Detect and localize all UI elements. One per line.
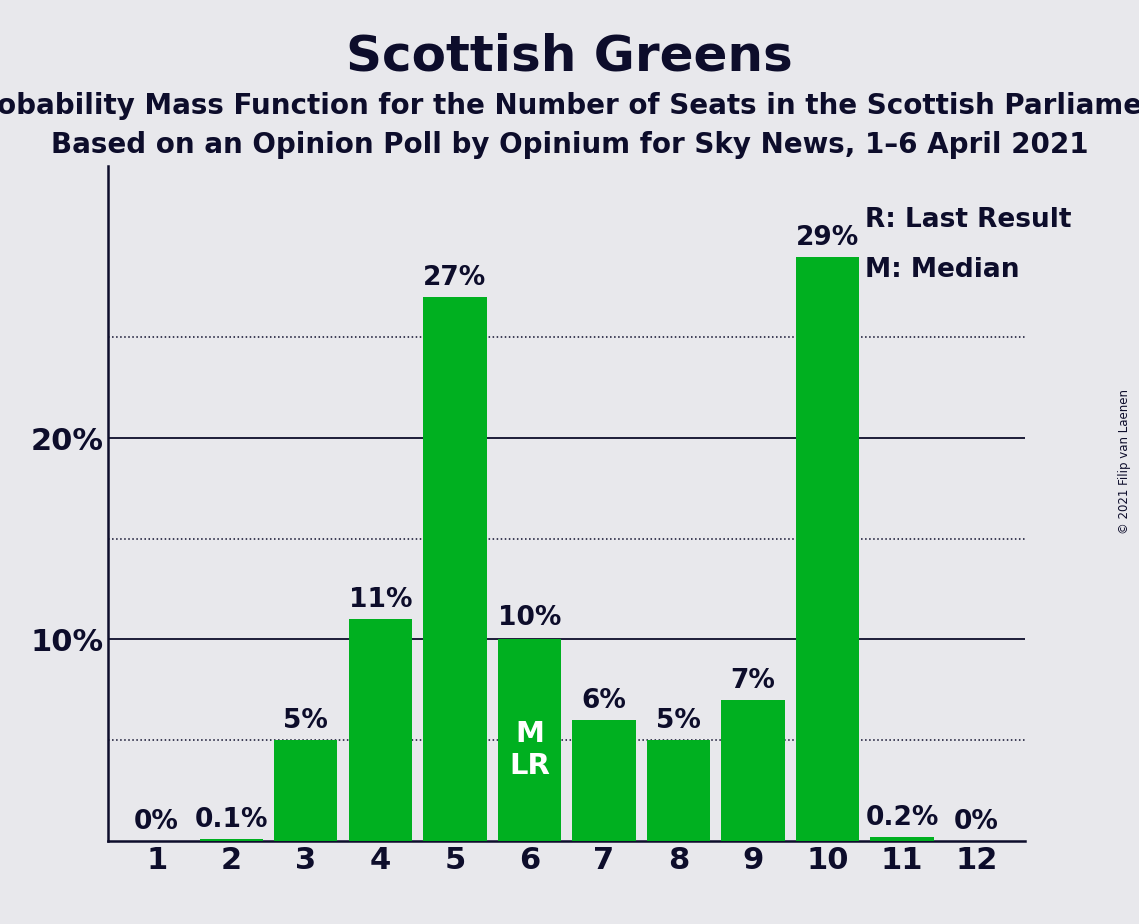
Text: M
LR: M LR — [509, 720, 550, 781]
Text: 29%: 29% — [796, 225, 859, 251]
Text: 11%: 11% — [349, 588, 412, 614]
Bar — [274, 740, 337, 841]
Bar — [498, 639, 562, 841]
Text: 10%: 10% — [498, 605, 562, 631]
Text: 0%: 0% — [954, 808, 999, 834]
Text: 27%: 27% — [424, 265, 486, 291]
Bar — [572, 720, 636, 841]
Text: 0.2%: 0.2% — [866, 805, 939, 831]
Bar — [199, 839, 263, 841]
Bar — [424, 298, 486, 841]
Text: R: Last Result: R: Last Result — [865, 207, 1072, 233]
Bar — [647, 740, 710, 841]
Text: 0.1%: 0.1% — [195, 807, 268, 833]
Bar — [870, 837, 934, 841]
Bar — [721, 699, 785, 841]
Text: 5%: 5% — [656, 708, 700, 735]
Text: Probability Mass Function for the Number of Seats in the Scottish Parliament: Probability Mass Function for the Number… — [0, 92, 1139, 120]
Text: 7%: 7% — [730, 668, 776, 694]
Text: M: Median: M: Median — [865, 257, 1019, 283]
Bar — [349, 619, 412, 841]
Text: 5%: 5% — [284, 708, 328, 735]
Bar — [796, 257, 859, 841]
Text: Based on an Opinion Poll by Opinium for Sky News, 1–6 April 2021: Based on an Opinion Poll by Opinium for … — [51, 131, 1088, 159]
Text: 0%: 0% — [134, 808, 179, 834]
Text: 6%: 6% — [582, 688, 626, 714]
Text: © 2021 Filip van Laenen: © 2021 Filip van Laenen — [1118, 390, 1131, 534]
Text: Scottish Greens: Scottish Greens — [346, 32, 793, 80]
